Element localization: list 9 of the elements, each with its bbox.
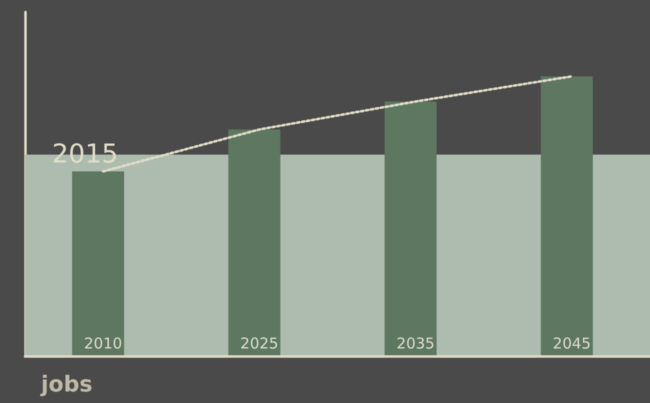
x-tick-label: 2025: [240, 334, 278, 352]
x-tick-label: 2010: [84, 334, 122, 352]
x-axis-title: jobs: [40, 372, 92, 398]
bar: [384, 101, 437, 356]
bar: [228, 129, 280, 356]
bar: [540, 76, 593, 356]
x-tick-label: 2045: [552, 334, 591, 352]
bar: [72, 171, 124, 356]
x-tick-label: 2035: [396, 334, 435, 352]
